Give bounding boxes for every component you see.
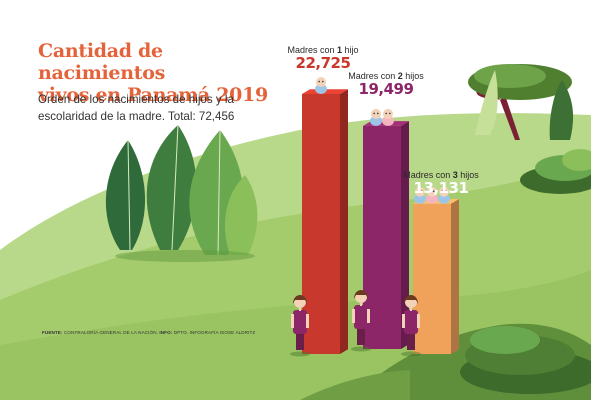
bar-label-2: Madres con 2 hijos 19,499 [343,71,429,98]
source-note: FUENTE: CONTRALORÍA GENERAL DE LA NACIÓN… [42,330,256,335]
baby-icon [382,108,394,126]
figure-icons [290,77,450,357]
bar-front [302,94,340,354]
bar-value-label: 22,725 [295,54,351,72]
chart-subtitle: Orden de los nacimientos de hijos y la e… [38,93,235,123]
tree-icon [468,64,574,140]
leaf-icon [146,125,197,250]
mother-icon [290,295,310,357]
mother-icon [351,290,371,352]
bar-value-label: 13,131 [413,179,469,197]
bar-value-label: 19,499 [358,80,414,98]
mother-icon [401,295,421,357]
baby-icon [438,186,450,204]
bar-category-label: Madres con 2 hijos [348,71,424,81]
bars [302,89,459,354]
chart-title: Cantidad de nacimientos vivos en Panamá … [38,40,278,106]
bar-1 [302,89,348,354]
bar-side [401,121,409,349]
baby-icon [414,186,426,204]
bush-icon [460,326,591,394]
bar-side [451,198,459,354]
bar-label-1: Madres con 1 hijo 22,725 [283,45,363,72]
bar-front [413,203,451,354]
bar-category-label: Madres con 1 hijo [287,45,359,55]
leaf-plants-left [105,124,258,262]
hill-dark-bottom [300,370,410,400]
bar-label-3: Madres con 3 hijos 13,131 [398,170,484,197]
bush-icon [520,149,591,194]
leaf-icon [105,140,146,250]
baby-icon [426,186,438,204]
baby-icon [370,108,382,126]
title-line-2: vivos en Panamá 2019 [38,84,268,106]
bar-3 [413,198,459,354]
leaf-icon [225,175,258,255]
title-line-1: Cantidad de nacimientos [38,40,165,84]
baby-icon [315,77,327,94]
bar-category-label: Madres con 3 hijos [403,170,479,180]
bar-side [340,89,348,354]
bar-2 [363,121,409,349]
